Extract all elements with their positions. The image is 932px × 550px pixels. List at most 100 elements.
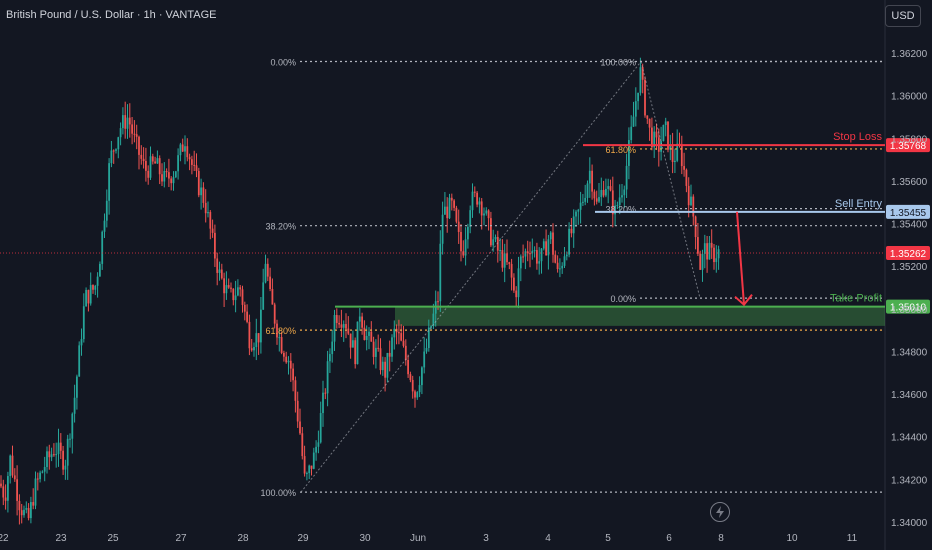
price-axis[interactable]: 1.36200 1.36000 1.35800 1.35600 1.35400 1.352…	[891, 49, 928, 529]
candle-body	[257, 333, 260, 343]
candle-body	[126, 117, 129, 129]
candle-body	[605, 188, 607, 196]
candle-body	[250, 348, 253, 351]
candle-body	[154, 161, 156, 164]
candle-body	[36, 478, 39, 480]
candle-body	[710, 242, 713, 248]
candle-body	[609, 186, 612, 191]
time-axis[interactable]: 22 23 25 27 28 29 30 Jun 3 4 5 6 8 10 11	[0, 533, 858, 544]
candle-body	[529, 253, 531, 255]
candle-body	[391, 337, 393, 357]
candle-body	[460, 231, 462, 252]
candle-body	[430, 326, 432, 328]
candle-body	[448, 197, 451, 219]
candle-body	[253, 347, 255, 351]
x-tick-label: 8	[718, 533, 724, 544]
candle-body	[538, 261, 541, 264]
y-tick-label: 1.34800	[891, 347, 928, 358]
y-tick-label: 1.35400	[891, 220, 928, 231]
candle-body	[105, 200, 108, 221]
candle-body	[478, 201, 481, 205]
candle-body	[441, 214, 444, 244]
stop-loss-price-badge	[886, 138, 930, 153]
candle-body	[568, 228, 570, 255]
candle-body	[273, 304, 276, 324]
candle-body	[214, 232, 216, 259]
candle-body	[27, 508, 30, 519]
candle-body	[85, 289, 87, 307]
fib-level-label: 100.00%	[260, 488, 296, 498]
candle-body	[464, 239, 467, 256]
y-tick-label: 1.36200	[891, 49, 928, 60]
candle-body	[25, 508, 28, 510]
candle-body	[11, 455, 14, 476]
candle-body	[687, 185, 690, 206]
candle-body	[43, 467, 46, 472]
candle-body	[563, 256, 566, 266]
candle-body	[540, 248, 543, 262]
candle-body	[163, 171, 166, 182]
candle-body	[487, 210, 490, 219]
trade-levels: Stop Loss 1.35768 Sell Entry 1.35455 Take Pr…	[0, 131, 930, 314]
candle-body	[400, 333, 403, 341]
x-tick-label: 25	[107, 533, 119, 544]
stop-loss-price-text: 1.35768	[890, 141, 927, 152]
take-profit-label: Take Profit	[830, 293, 882, 305]
stop-loss-label: Stop Loss	[833, 131, 882, 143]
candle-body	[579, 202, 582, 210]
candle-body	[62, 450, 64, 470]
candle-body	[271, 289, 274, 305]
candle-body	[264, 263, 267, 283]
candle-body	[365, 335, 368, 341]
candle-body	[310, 465, 313, 469]
fib-level-label: 61.80%	[605, 145, 636, 155]
candle-body	[469, 210, 472, 227]
candle-body	[211, 228, 214, 233]
candle-body	[80, 339, 83, 346]
candle-body	[416, 392, 419, 398]
candle-body	[699, 253, 702, 270]
candle-body	[685, 169, 688, 186]
candle-body	[717, 249, 720, 259]
candle-body	[588, 170, 591, 184]
candle-body	[220, 269, 223, 279]
candle-body	[418, 385, 421, 393]
candle-body	[471, 191, 474, 211]
candle-body	[352, 340, 354, 348]
candle-body	[283, 352, 285, 357]
candle-body	[614, 205, 616, 215]
fib-level-label: 38.20%	[265, 222, 296, 232]
candle-body	[354, 340, 357, 365]
candle-body	[9, 455, 12, 477]
candle-body	[634, 101, 637, 117]
candle-body	[425, 348, 428, 352]
candle-body	[207, 212, 209, 214]
candle-body	[386, 352, 389, 378]
candle-body	[99, 263, 101, 277]
y-tick-label: 1.34000	[891, 518, 928, 529]
candle-body	[266, 263, 269, 277]
currency-button[interactable]: USD	[885, 5, 921, 27]
candle-body	[115, 149, 117, 151]
candle-body	[53, 454, 55, 456]
candle-body	[329, 354, 331, 362]
candle-body	[402, 340, 405, 346]
candle-body	[467, 226, 469, 240]
candle-body	[188, 157, 191, 160]
candle-body	[641, 67, 644, 80]
candle-body	[20, 510, 23, 516]
candle-body	[457, 221, 460, 232]
candle-body	[315, 446, 317, 453]
candle-body	[69, 438, 71, 440]
lightning-icon[interactable]	[710, 502, 730, 522]
candle-body	[593, 191, 596, 199]
candle-body	[326, 361, 329, 394]
symbol-title[interactable]: British Pound / U.S. Dollar · 1h · VANTA…	[6, 9, 217, 21]
candle-body	[651, 127, 653, 148]
candle-body	[101, 231, 104, 264]
candle-body	[145, 161, 147, 171]
candle-body	[697, 237, 699, 254]
candle-body	[565, 254, 568, 257]
fib-level-label: 0.00%	[610, 294, 636, 304]
